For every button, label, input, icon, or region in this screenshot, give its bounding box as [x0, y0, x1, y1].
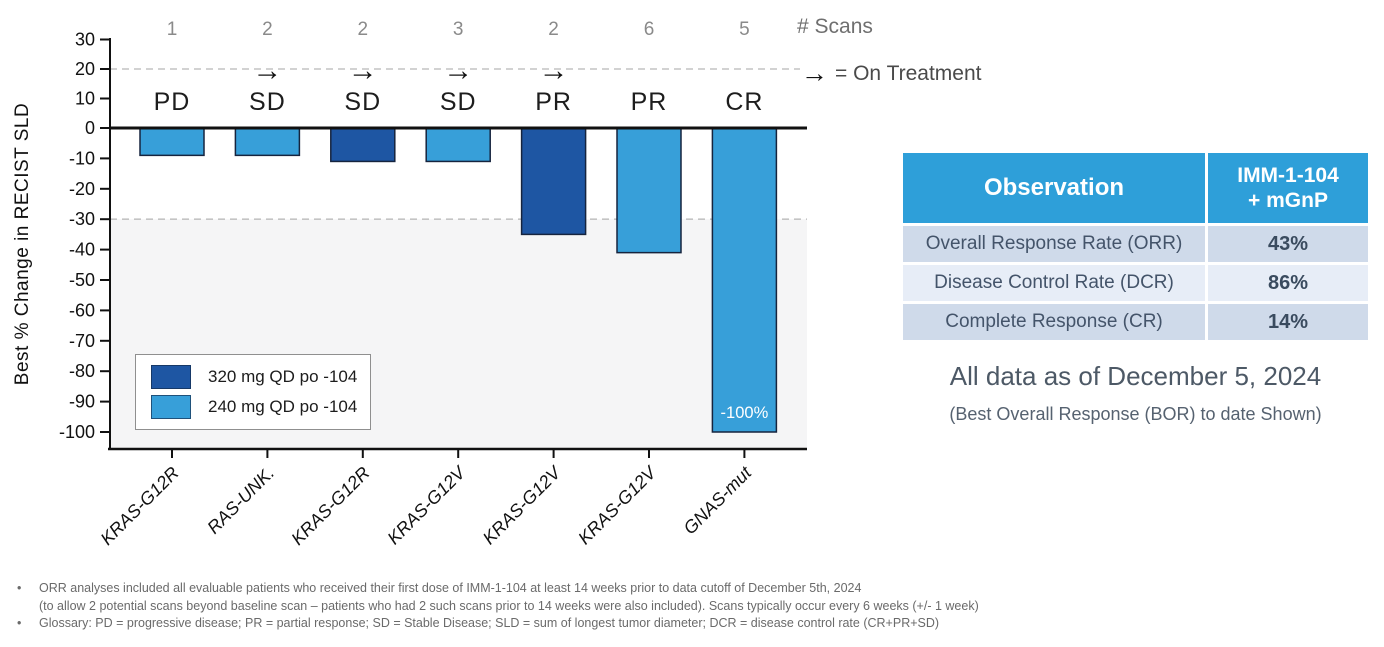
- on-treatment-arrow-icon: →: [252, 54, 282, 87]
- bar-1-sd: [234, 127, 301, 157]
- y-tick-label: 30: [75, 30, 95, 50]
- footnotes: • ORR analyses included all evaluable pa…: [17, 580, 1377, 633]
- response-label: CR: [725, 88, 763, 116]
- table-row-dcr-value: 86%: [1208, 265, 1368, 301]
- bar-6-cr: [711, 127, 778, 433]
- scan-count: 6: [644, 19, 655, 40]
- footnote-orr-line2: (to allow 2 potential scans beyond basel…: [39, 598, 979, 613]
- data-cutoff-text: All data as of December 5, 2024: [949, 361, 1322, 391]
- y-tick-label: -70: [69, 331, 95, 351]
- table-row-orr-label: Overall Response Rate (ORR): [903, 226, 1205, 262]
- x-category-label: RAS-UNK.: [203, 463, 278, 538]
- scan-count: 5: [739, 19, 750, 40]
- response-label: SD: [344, 88, 381, 116]
- on-treatment-arrow-icon: →: [539, 54, 569, 87]
- bar-3-sd: [425, 127, 491, 163]
- y-tick-label: -60: [69, 300, 95, 320]
- on-treatment-legend: → = On Treatment: [801, 60, 982, 87]
- bullet-icon: •: [17, 581, 22, 595]
- y-tick-label: 0: [85, 118, 95, 138]
- x-category-label: GNAS-mut: [680, 462, 756, 538]
- on-treatment-legend-text: = On Treatment: [835, 61, 982, 85]
- bar-value-label: -100%: [721, 404, 769, 422]
- bar-4-pr: [520, 127, 587, 236]
- waterfall-chart: 30 20 10 0 -10 -20 -30 -40 -50 -60 -70 -80 -90 -100 -1…: [12, 19, 807, 549]
- bor-note-text: (Best Overall Response (BOR) to date Sho…: [949, 404, 1322, 424]
- response-label: PR: [631, 88, 668, 116]
- scan-count: 2: [548, 19, 559, 40]
- response-label: PR: [535, 88, 572, 116]
- footnote-glossary-line1: Glossary: PD = progressive disease; PR =…: [39, 616, 940, 630]
- y-axis-title: Best % Change in RECIST SLD: [12, 103, 33, 385]
- on-treatment-arrow-icon: →: [801, 58, 828, 88]
- table-row-dcr-label: Disease Control Rate (DCR): [903, 265, 1205, 301]
- legend-swatch-0: [151, 365, 191, 389]
- scan-count: 1: [167, 19, 178, 40]
- legend-label: 320 mg QD po -104: [208, 367, 358, 386]
- legend-swatch-1: [151, 395, 191, 419]
- y-tick-label: -20: [69, 179, 95, 199]
- y-tick-label: -50: [69, 270, 95, 290]
- legend-item-240: 240 mg QD po -104: [136, 395, 370, 419]
- y-tick-label: -90: [69, 392, 95, 412]
- y-tick-label: 10: [75, 89, 95, 109]
- y-tick-label: -40: [69, 240, 95, 260]
- response-label: PD: [154, 88, 191, 116]
- table-row-orr-value: 43%: [1208, 226, 1368, 262]
- legend-label: 240 mg QD po -104: [208, 397, 358, 416]
- footnote-orr-line1: ORR analyses included all evaluable pati…: [39, 581, 862, 595]
- scan-count: 2: [358, 19, 369, 40]
- response-label: SD: [249, 88, 286, 116]
- footnote-orr: • ORR analyses included all evaluable pa…: [17, 580, 1377, 615]
- y-tick-label: 20: [75, 59, 95, 79]
- x-category-label: KRAS-G12V: [383, 461, 470, 548]
- table-header-arm: IMM-1-104 + mGnP: [1208, 153, 1368, 223]
- table-header-observation: Observation: [903, 153, 1205, 223]
- scan-count: 2: [262, 19, 273, 40]
- y-tick-label: -30: [69, 209, 95, 229]
- legend-item-320: 320 mg QD po -104: [136, 365, 370, 389]
- table-row-cr-label: Complete Response (CR): [903, 304, 1205, 340]
- bar-0-pd: [139, 127, 205, 157]
- x-category-label: KRAS-G12V: [574, 461, 661, 548]
- response-label: SD: [440, 88, 477, 116]
- bar-5-pr: [616, 127, 682, 254]
- y-tick-label: -10: [69, 148, 95, 168]
- table-row-cr-value: 14%: [1208, 304, 1368, 340]
- on-treatment-arrow-icon: →: [348, 54, 378, 87]
- on-treatment-arrow-icon: →: [443, 54, 473, 87]
- bullet-icon: •: [17, 616, 22, 630]
- x-category-label: KRAS-G12R: [287, 463, 373, 549]
- scans-axis-label: # Scans: [797, 15, 873, 38]
- response-rate-table: Observation IMM-1-104 + mGnP Overall Res…: [903, 153, 1368, 340]
- footnote-glossary: • Glossary: PD = progressive disease; PR…: [17, 615, 1377, 633]
- y-tick-label: -80: [69, 361, 95, 381]
- y-tick-label: -100: [59, 422, 95, 442]
- x-category-label: KRAS-G12R: [97, 463, 183, 549]
- bar-2-sd: [330, 127, 396, 163]
- dose-legend: 320 mg QD po -104 240 mg QD po -104: [135, 354, 371, 430]
- x-category-label: KRAS-G12V: [479, 461, 566, 548]
- scan-count: 3: [453, 19, 464, 40]
